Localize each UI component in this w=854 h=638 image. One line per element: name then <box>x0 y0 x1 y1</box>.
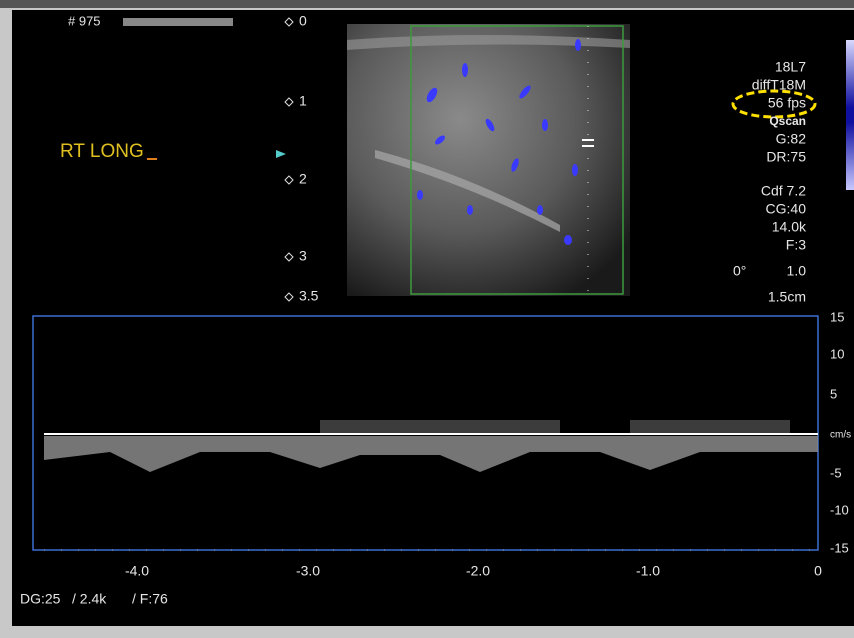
time-label: -1.0 <box>636 563 660 579</box>
time-label: -3.0 <box>296 563 320 579</box>
color-bar <box>846 40 854 190</box>
velocity-label: -5 <box>830 465 842 480</box>
parameter: DR:75 <box>766 149 806 165</box>
velocity-label: cm/s <box>830 430 851 441</box>
frame-number: # 975 <box>68 13 101 28</box>
velocity-label: 15 <box>830 309 844 324</box>
top-strip <box>0 0 854 8</box>
parameter: Qscan <box>769 114 806 128</box>
depth-label: 0 <box>299 13 307 29</box>
parameter: 56 fps <box>768 95 806 111</box>
frame-bar <box>123 18 233 26</box>
velocity-label: 10 <box>830 346 844 361</box>
doppler-parameter: / F:76 <box>132 591 168 607</box>
doppler-parameter: / 2.4k <box>72 591 107 607</box>
time-label: -4.0 <box>125 563 149 579</box>
angle: 0° <box>733 263 746 279</box>
ultrasound-screen: RT LONG # 975 0 1 2 3 3.5 18L7 diffT18M 56 fps Q… <box>0 0 854 638</box>
parameter: F:3 <box>786 237 806 253</box>
depth-label: 3 <box>299 248 307 264</box>
spectrum-noise <box>320 420 790 433</box>
parameter: G:82 <box>776 131 807 147</box>
depth-label: 1 <box>299 93 307 109</box>
depth-label: 3.5 <box>299 288 319 304</box>
depth: 1.5cm <box>768 289 806 305</box>
parameter: CG:40 <box>766 201 807 217</box>
page: RT LONG # 975 0 1 2 3 3.5 18L7 diffT18M 56 fps Q… <box>0 0 854 638</box>
velocity-label: -15 <box>830 540 849 555</box>
parameter: diffT18M <box>752 77 806 93</box>
velocity-label: 5 <box>830 386 837 401</box>
time-label: -2.0 <box>466 563 490 579</box>
angle-correction: 1.0 <box>787 263 807 279</box>
time-label: 0 <box>814 563 822 579</box>
depth-label: 2 <box>299 171 307 187</box>
parameter: 14.0k <box>772 219 807 235</box>
velocity-label: -10 <box>830 502 849 517</box>
parameter: Cdf 7.2 <box>761 183 806 199</box>
text-cursor <box>147 158 157 160</box>
annotation: RT LONG <box>60 141 144 162</box>
parameter: 18L7 <box>775 59 806 75</box>
doppler-parameter: DG:25 <box>20 591 61 607</box>
